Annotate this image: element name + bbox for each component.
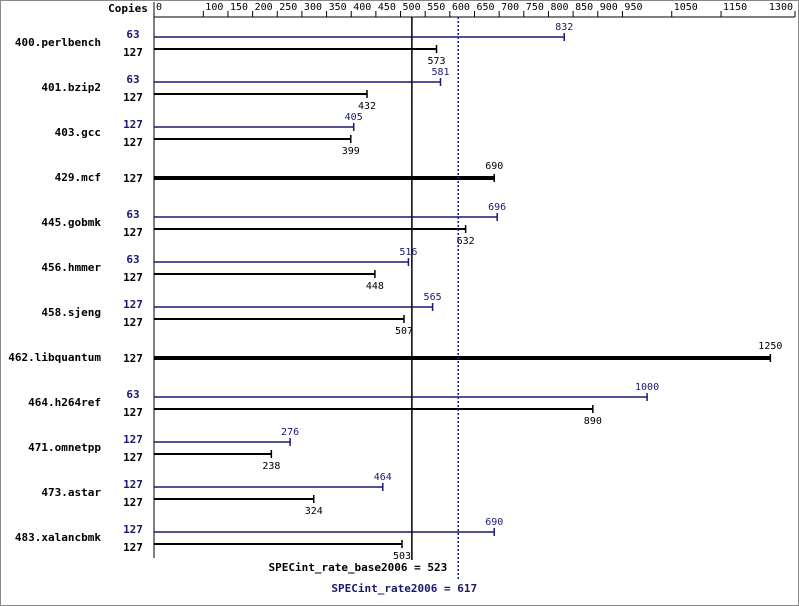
category-label: 445.gobmk xyxy=(41,216,101,229)
value-label: 696 xyxy=(488,202,506,213)
value-label: 573 xyxy=(428,56,446,67)
x-tick-label: 1300 xyxy=(769,2,793,13)
copies-label: 63 xyxy=(126,208,139,221)
x-tick-label: 1050 xyxy=(674,2,698,13)
category-label: 401.bzip2 xyxy=(41,81,101,94)
x-tick-label: 950 xyxy=(624,2,642,13)
copies-label: 127 xyxy=(123,523,143,536)
value-label: 581 xyxy=(431,67,449,78)
copies-label: 127 xyxy=(123,136,143,149)
value-label: 464 xyxy=(374,472,392,483)
copies-label: 127 xyxy=(123,406,143,419)
x-tick-label: 150 xyxy=(230,2,248,13)
copies-label: 127 xyxy=(123,298,143,311)
category-label: 456.hmmer xyxy=(41,261,101,274)
value-label: 890 xyxy=(584,416,602,427)
x-tick-label: 100 xyxy=(205,2,223,13)
value-label: 432 xyxy=(358,101,376,112)
reference-label: SPECint_rate_base2006 = 523 xyxy=(268,561,447,574)
x-tick-label: 900 xyxy=(600,2,618,13)
x-tick-label: 700 xyxy=(501,2,519,13)
axis-label: Copies xyxy=(108,2,148,15)
category-label: 473.astar xyxy=(41,486,101,499)
x-tick-label: 850 xyxy=(575,2,593,13)
value-label: 276 xyxy=(281,427,299,438)
x-tick-label: 650 xyxy=(477,2,495,13)
x-tick-label: 750 xyxy=(526,2,544,13)
category-label: 464.h264ref xyxy=(28,396,101,409)
x-tick-label: 0 xyxy=(156,2,162,13)
copies-label: 127 xyxy=(123,433,143,446)
copies-label: 127 xyxy=(123,451,143,464)
category-label: 483.xalancbmk xyxy=(15,531,101,544)
value-label: 405 xyxy=(345,112,363,123)
x-tick-label: 250 xyxy=(279,2,297,13)
value-label: 632 xyxy=(457,236,475,247)
copies-label: 127 xyxy=(123,172,143,185)
value-label: 503 xyxy=(393,551,411,562)
x-tick-label: 450 xyxy=(378,2,396,13)
x-tick-label: 800 xyxy=(550,2,568,13)
copies-label: 127 xyxy=(123,46,143,59)
value-label: 1000 xyxy=(635,382,659,393)
value-label: 238 xyxy=(262,461,280,472)
category-label: 429.mcf xyxy=(55,171,101,184)
value-label: 448 xyxy=(366,281,384,292)
value-label: 565 xyxy=(424,292,442,303)
copies-label: 63 xyxy=(126,28,139,41)
value-label: 690 xyxy=(485,161,503,172)
x-tick-label: 400 xyxy=(353,2,371,13)
copies-label: 127 xyxy=(123,541,143,554)
copies-label: 63 xyxy=(126,73,139,86)
copies-label: 127 xyxy=(123,271,143,284)
category-label: 403.gcc xyxy=(55,126,101,139)
value-label: 324 xyxy=(305,506,323,517)
category-label: 400.perlbench xyxy=(15,36,101,49)
x-tick-label: 1150 xyxy=(723,2,747,13)
x-tick-label: 550 xyxy=(427,2,445,13)
x-tick-label: 350 xyxy=(329,2,347,13)
value-label: 690 xyxy=(485,517,503,528)
x-tick-label: 600 xyxy=(452,2,470,13)
copies-label: 127 xyxy=(123,91,143,104)
value-label: 507 xyxy=(395,326,413,337)
copies-label: 127 xyxy=(123,118,143,131)
value-label: 399 xyxy=(342,146,360,157)
x-tick-label: 200 xyxy=(255,2,273,13)
copies-label: 63 xyxy=(126,253,139,266)
category-label: 462.libquantum xyxy=(8,351,101,364)
copies-label: 127 xyxy=(123,478,143,491)
value-label: 1250 xyxy=(758,341,782,352)
copies-label: 63 xyxy=(126,388,139,401)
x-tick-label: 300 xyxy=(304,2,322,13)
copies-label: 127 xyxy=(123,226,143,239)
copies-label: 127 xyxy=(123,496,143,509)
x-tick-label: 500 xyxy=(403,2,421,13)
copies-label: 127 xyxy=(123,316,143,329)
value-label: 832 xyxy=(555,22,573,33)
reference-label: SPECint_rate2006 = 617 xyxy=(331,582,477,595)
copies-label: 127 xyxy=(123,352,143,365)
value-label: 516 xyxy=(399,247,417,258)
category-label: 471.omnetpp xyxy=(28,441,101,454)
category-label: 458.sjeng xyxy=(41,306,101,319)
